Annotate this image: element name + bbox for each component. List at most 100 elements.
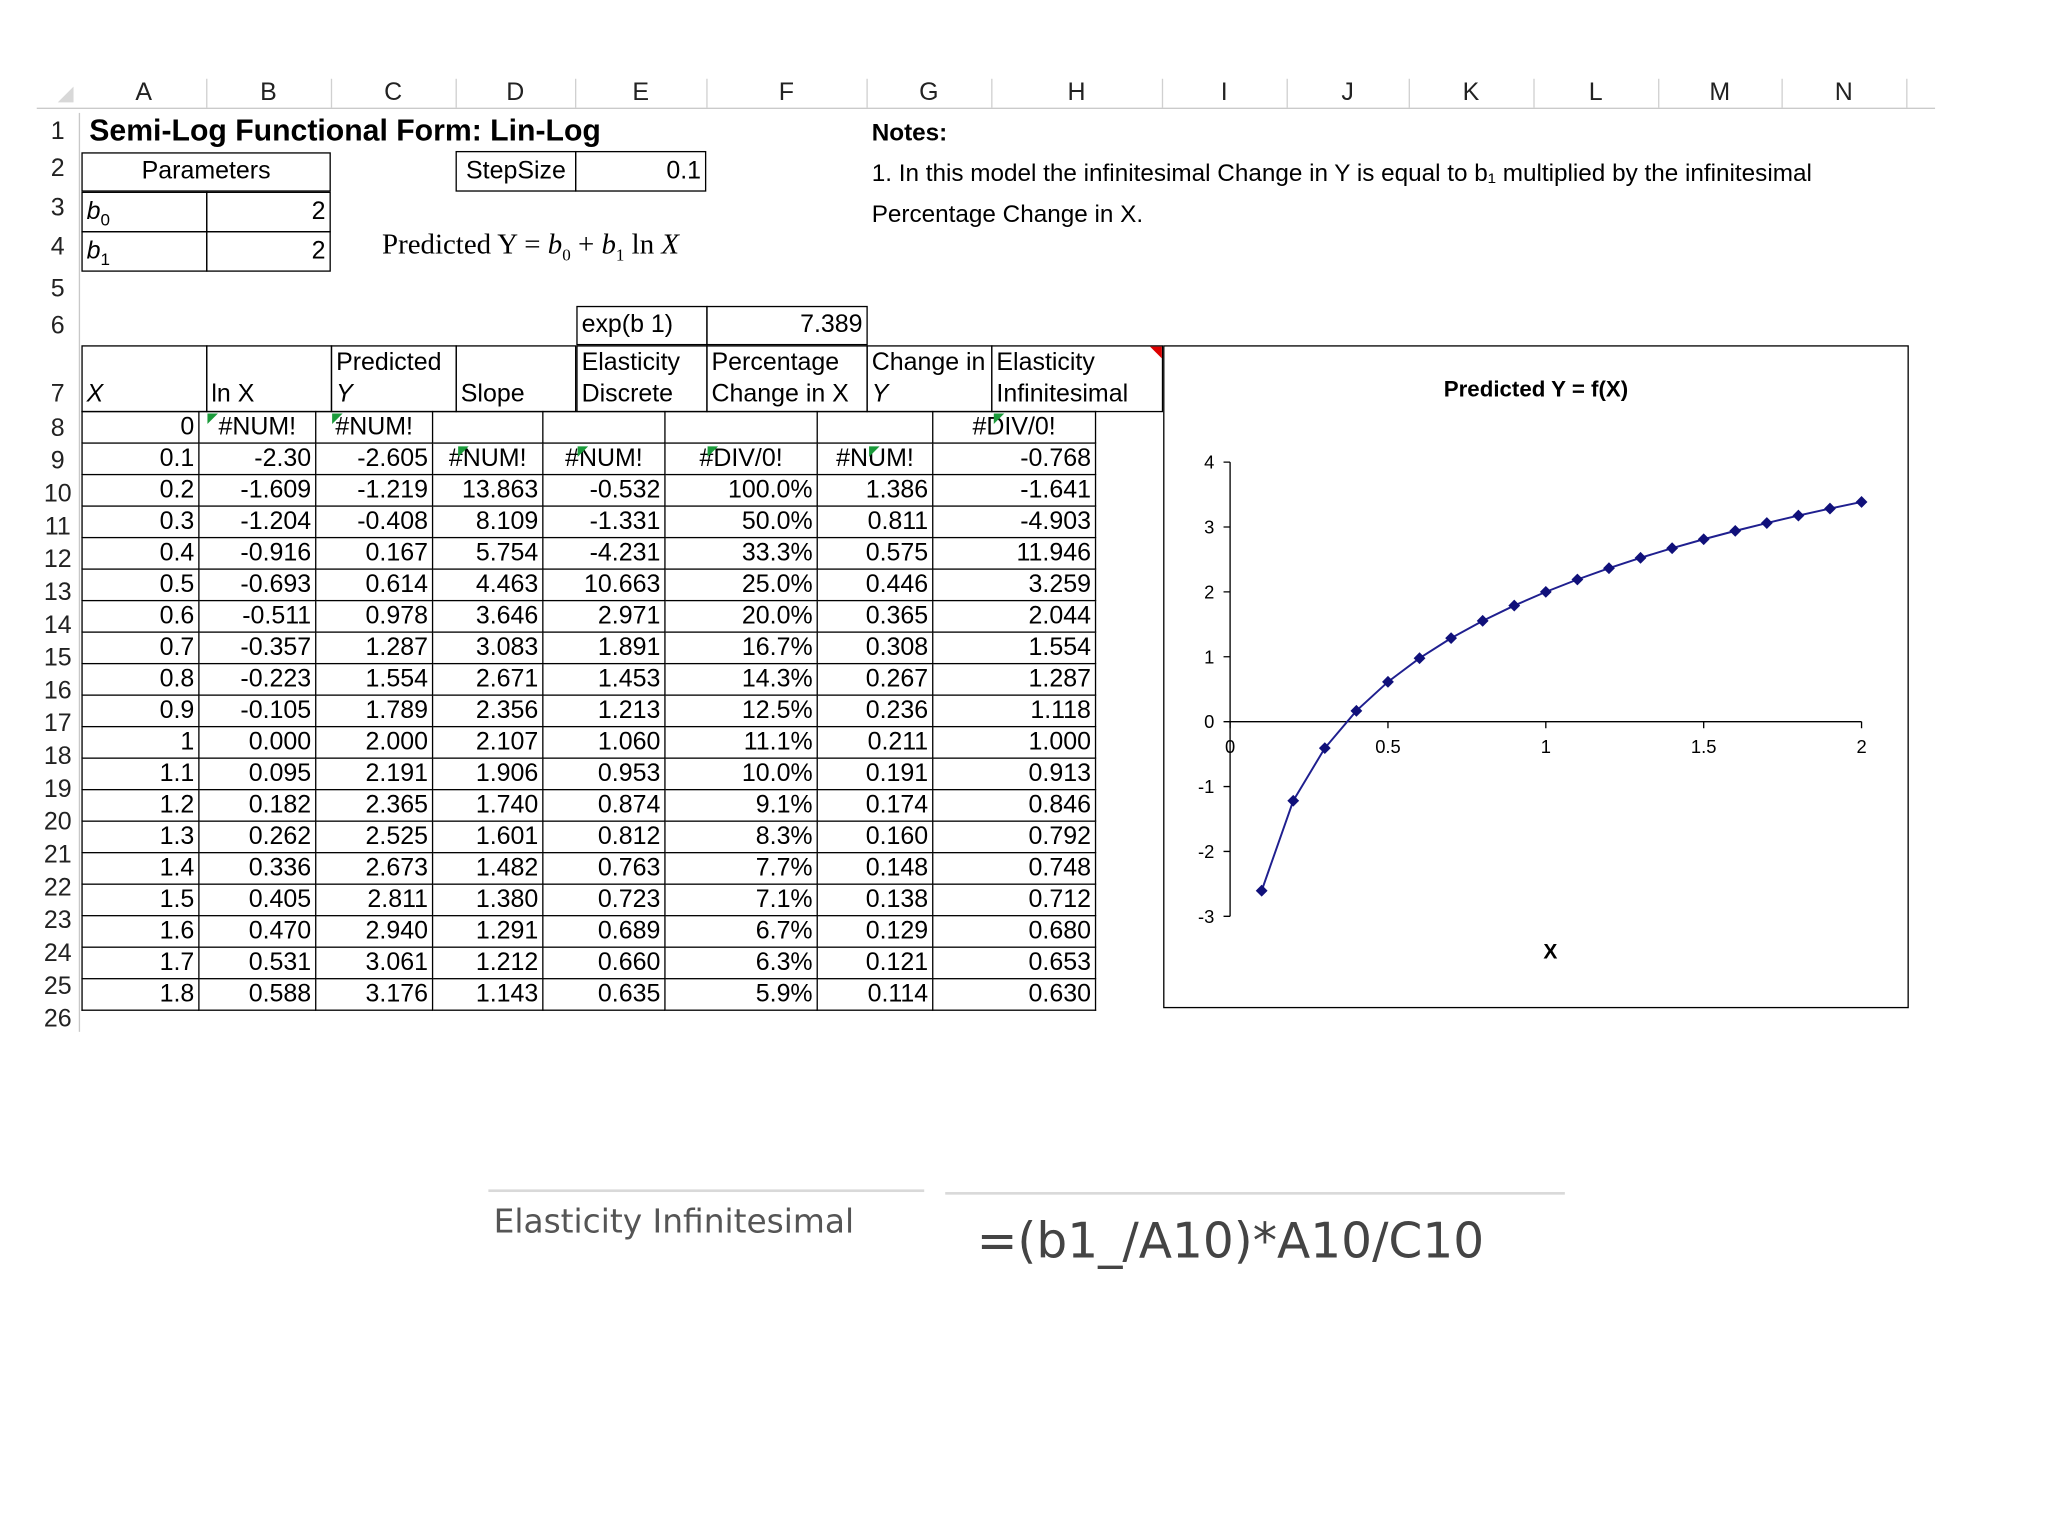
table-cell[interactable]: 6.7% bbox=[664, 915, 818, 948]
row-header-22[interactable]: 22 bbox=[43, 874, 72, 902]
table-cell[interactable]: 0.4 bbox=[81, 536, 200, 570]
table-cell[interactable]: 13.863 bbox=[431, 473, 544, 507]
column-header-e[interactable]: E bbox=[575, 78, 708, 108]
table-cell[interactable]: 2.356 bbox=[431, 694, 544, 728]
table-cell[interactable]: 2.044 bbox=[932, 599, 1097, 633]
table-cell[interactable]: 1.4 bbox=[81, 852, 200, 885]
column-header-d[interactable]: D bbox=[456, 78, 577, 108]
row-header-19[interactable]: 19 bbox=[43, 775, 72, 804]
row-header-21[interactable]: 21 bbox=[43, 841, 72, 870]
table-cell[interactable] bbox=[816, 410, 934, 444]
table-cell[interactable]: 0.211 bbox=[816, 725, 934, 759]
table-cell[interactable]: 7.1% bbox=[664, 883, 818, 917]
table-cell[interactable]: 4.463 bbox=[431, 568, 544, 602]
table-cell[interactable]: -0.768 bbox=[932, 442, 1097, 476]
header-percentage-change[interactable]: Percentage Change in X bbox=[706, 345, 868, 413]
table-cell[interactable]: 0.874 bbox=[542, 788, 666, 822]
column-header-h[interactable]: H bbox=[991, 78, 1164, 108]
column-header-g[interactable]: G bbox=[866, 78, 993, 108]
row-header-23[interactable]: 23 bbox=[43, 907, 72, 935]
table-cell[interactable]: 0.191 bbox=[816, 757, 934, 791]
table-cell[interactable]: 0.121 bbox=[816, 946, 934, 980]
column-header-b[interactable]: B bbox=[206, 78, 333, 108]
row-header-4[interactable]: 4 bbox=[50, 233, 65, 262]
table-cell[interactable]: 0.114 bbox=[816, 978, 934, 1011]
column-header-m[interactable]: M bbox=[1658, 78, 1783, 108]
table-cell[interactable]: -0.408 bbox=[315, 505, 434, 539]
row-header-25[interactable]: 25 bbox=[43, 972, 72, 1001]
table-cell[interactable]: 0.635 bbox=[542, 978, 666, 1011]
row-header-6[interactable]: 6 bbox=[50, 312, 65, 341]
table-cell[interactable]: -2.605 bbox=[315, 442, 434, 476]
table-cell[interactable]: 25.0% bbox=[664, 568, 818, 602]
row-header-5[interactable]: 5 bbox=[50, 275, 65, 304]
select-all-corner[interactable] bbox=[57, 86, 74, 103]
table-cell[interactable]: 1.740 bbox=[431, 788, 544, 822]
table-cell[interactable]: 1.213 bbox=[542, 694, 666, 728]
table-cell[interactable]: 0.167 bbox=[315, 536, 434, 570]
table-cell[interactable]: 0.953 bbox=[542, 757, 666, 791]
b1-value-cell[interactable]: 2 bbox=[206, 231, 331, 272]
header-lnx[interactable]: ln X bbox=[206, 345, 333, 413]
table-cell[interactable]: 3.646 bbox=[431, 599, 544, 633]
table-cell[interactable]: 1.601 bbox=[431, 820, 544, 854]
table-cell[interactable]: -1.219 bbox=[315, 473, 434, 507]
table-cell[interactable]: -4.903 bbox=[932, 505, 1097, 539]
table-cell[interactable]: 1.060 bbox=[542, 725, 666, 759]
table-cell[interactable]: 0.174 bbox=[816, 788, 934, 822]
header-x[interactable]: X bbox=[81, 345, 208, 413]
table-cell[interactable]: 0.680 bbox=[932, 915, 1097, 948]
table-cell[interactable]: 20.0% bbox=[664, 599, 818, 633]
table-cell[interactable]: 1.386 bbox=[816, 473, 934, 507]
table-cell[interactable]: 11.946 bbox=[932, 536, 1097, 570]
table-cell[interactable]: 3.061 bbox=[315, 946, 434, 980]
chart-area[interactable]: Predicted Y = f(X) -3 -2 -1 0 1 2 3 4 0 0.5 1 1.5 2 X bbox=[1163, 345, 1909, 1009]
row-header-2[interactable]: 2 bbox=[50, 154, 65, 183]
table-cell[interactable]: 0.236 bbox=[816, 694, 934, 728]
table-cell[interactable]: 0.812 bbox=[542, 820, 666, 854]
table-cell[interactable]: -0.916 bbox=[198, 536, 317, 570]
table-cell[interactable]: 0.405 bbox=[198, 883, 317, 917]
row-header-20[interactable]: 20 bbox=[43, 808, 72, 837]
table-cell[interactable]: 0.129 bbox=[816, 915, 934, 948]
row-header-13[interactable]: 13 bbox=[43, 578, 72, 607]
row-header-24[interactable]: 24 bbox=[43, 939, 72, 968]
column-header-k[interactable]: K bbox=[1409, 78, 1535, 108]
row-header-17[interactable]: 17 bbox=[43, 710, 72, 738]
table-cell[interactable]: 0.846 bbox=[932, 788, 1097, 822]
table-cell[interactable]: 6.3% bbox=[664, 946, 818, 980]
table-cell[interactable]: 2.191 bbox=[315, 757, 434, 791]
table-cell[interactable]: 0.336 bbox=[198, 852, 317, 885]
table-cell[interactable]: 0.148 bbox=[816, 852, 934, 885]
table-cell[interactable]: -1.609 bbox=[198, 473, 317, 507]
table-cell[interactable]: -2.30 bbox=[198, 442, 317, 476]
table-cell[interactable]: 0.660 bbox=[542, 946, 666, 980]
header-slope[interactable]: Slope bbox=[455, 345, 577, 413]
table-cell[interactable]: 2.525 bbox=[315, 820, 434, 854]
table-cell[interactable]: #NUM! bbox=[542, 442, 666, 476]
table-cell[interactable]: 0.182 bbox=[198, 788, 317, 822]
table-cell[interactable]: 7.7% bbox=[664, 852, 818, 885]
table-cell[interactable]: 0.712 bbox=[932, 883, 1097, 917]
table-cell[interactable]: 2.940 bbox=[315, 915, 434, 948]
table-cell[interactable]: 0.2 bbox=[81, 473, 200, 507]
b1-label-cell[interactable]: b1 bbox=[81, 231, 208, 272]
table-cell[interactable]: 1.482 bbox=[431, 852, 544, 885]
table-cell[interactable]: 0.614 bbox=[315, 568, 434, 602]
table-cell[interactable]: -1.204 bbox=[198, 505, 317, 539]
table-cell[interactable]: -0.532 bbox=[542, 473, 666, 507]
row-header-8[interactable]: 8 bbox=[50, 414, 65, 443]
table-cell[interactable]: 5.754 bbox=[431, 536, 544, 570]
table-cell[interactable]: 0.262 bbox=[198, 820, 317, 854]
table-cell[interactable]: 0.470 bbox=[198, 915, 317, 948]
table-cell[interactable]: 2.971 bbox=[542, 599, 666, 633]
row-header-26[interactable]: 26 bbox=[43, 1005, 72, 1034]
table-cell[interactable]: #NUM! bbox=[198, 410, 317, 444]
comment-indicator[interactable] bbox=[1150, 346, 1162, 359]
row-header-16[interactable]: 16 bbox=[43, 677, 72, 705]
table-cell[interactable]: 0.653 bbox=[932, 946, 1097, 980]
table-cell[interactable] bbox=[542, 410, 666, 444]
table-cell[interactable]: 1.291 bbox=[431, 915, 544, 948]
table-cell[interactable]: 0.630 bbox=[932, 978, 1097, 1011]
table-cell[interactable]: 12.5% bbox=[664, 694, 818, 728]
